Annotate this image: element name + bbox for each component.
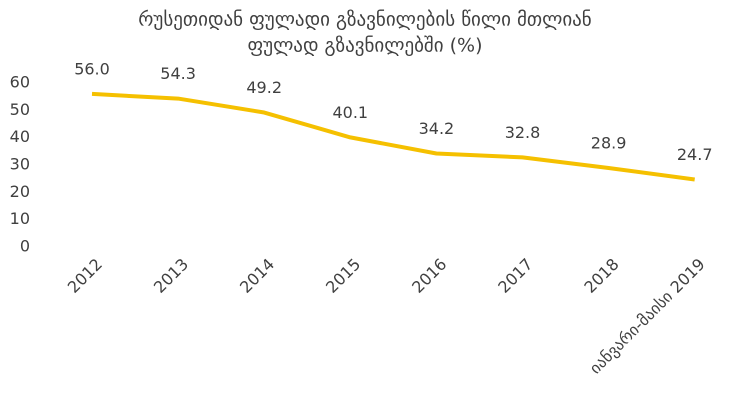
- data-label: 49.2: [246, 78, 282, 97]
- data-label: 34.2: [419, 119, 455, 138]
- y-tick-label: 10: [10, 209, 30, 228]
- chart-title: ფულად გზავნილებში (%): [247, 35, 482, 57]
- x-tick-label: 2015: [322, 255, 364, 297]
- data-label: 54.3: [160, 64, 196, 83]
- x-tick-label: 2016: [408, 255, 450, 297]
- y-tick-label: 20: [10, 182, 30, 201]
- x-tick-label: 2017: [494, 255, 536, 297]
- data-label: 56.0: [74, 59, 110, 78]
- y-tick-label: 50: [10, 100, 30, 119]
- y-tick-label: 40: [10, 127, 30, 146]
- chart-title: რუსეთიდან ფულადი გზავნილების წილი მთლიან: [138, 9, 591, 31]
- y-tick-label: 30: [10, 155, 30, 174]
- data-label: 40.1: [332, 103, 368, 122]
- line: [91, 91, 695, 182]
- data-label: 24.7: [677, 145, 713, 164]
- y-tick-label: 60: [10, 73, 30, 92]
- y-tick-label: 0: [20, 237, 30, 256]
- x-tick-label: 2013: [150, 255, 192, 297]
- data-label: 28.9: [591, 134, 627, 153]
- x-tick-label: 2012: [64, 255, 106, 297]
- x-tick-label: 2018: [580, 255, 622, 297]
- x-tick-label: 2014: [236, 255, 278, 297]
- data-label: 32.8: [505, 123, 541, 142]
